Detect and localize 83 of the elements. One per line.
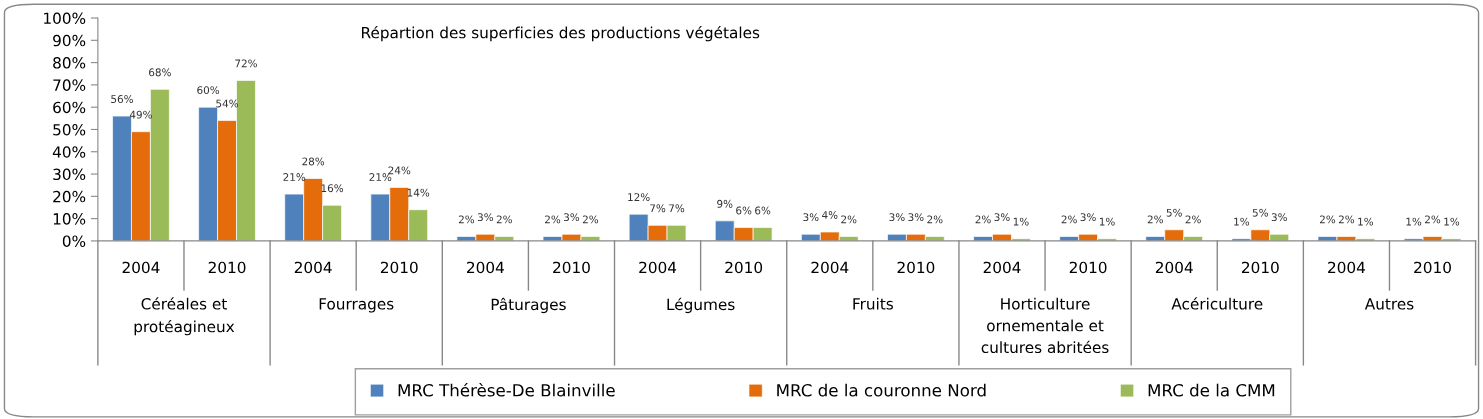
x-tick-label: 2010 <box>1242 261 1279 274</box>
data-label: 72% <box>235 59 257 68</box>
data-label: 2% <box>841 215 857 224</box>
y-tick-label: 60% <box>53 101 86 114</box>
data-label: 2% <box>1425 215 1441 224</box>
data-label: 3% <box>1271 213 1287 222</box>
y-tick-label: 10% <box>53 213 86 225</box>
y-tick-label: 90% <box>53 34 86 47</box>
data-label: 21% <box>369 173 392 181</box>
x-tick-label: 2010 <box>1069 261 1107 274</box>
data-label: 24% <box>388 166 411 175</box>
text: Répartion des superficies des productions végétales <box>362 25 760 42</box>
data-label: 1% <box>1234 217 1250 226</box>
data-label: 3% <box>994 213 1010 222</box>
data-label: 2% <box>975 215 991 224</box>
y-tick-label: 0% <box>62 235 86 247</box>
data-label: 3% <box>803 213 819 222</box>
data-label: 9% <box>717 199 733 208</box>
x-tick-label: 2004 <box>294 261 332 274</box>
legend-label: MRC Thérèse-De Blainville <box>398 383 615 397</box>
data-label: 3% <box>889 213 905 222</box>
x-tick-label: 2010 <box>208 261 246 274</box>
data-label: 2% <box>545 215 561 224</box>
text: Fruits <box>853 297 894 310</box>
x-tick-label: 2004 <box>811 261 849 274</box>
data-label: 3% <box>1080 213 1096 222</box>
data-label: 6% <box>736 206 752 215</box>
data-label: 2% <box>458 215 475 224</box>
data-label: 3% <box>564 213 580 222</box>
x-tick-label: 2010 <box>725 261 763 274</box>
data-label: 2% <box>1061 215 1077 224</box>
data-label: 60% <box>197 86 220 95</box>
data-label: 1% <box>1358 217 1374 226</box>
text: Acériculture <box>1171 297 1263 310</box>
data-label: 7% <box>650 204 666 213</box>
data-label: 56% <box>111 95 133 103</box>
data-label: 1% <box>1013 217 1029 226</box>
y-tick-label: 30% <box>53 168 86 181</box>
data-label: 28% <box>302 157 325 166</box>
data-label: 6% <box>755 206 771 215</box>
y-tick-label: 80% <box>53 57 86 69</box>
data-label: 2% <box>1147 215 1163 224</box>
text: Autres <box>1364 298 1414 310</box>
data-label: 12% <box>628 193 650 202</box>
data-label: 2% <box>927 215 943 224</box>
data-label: 2% <box>1338 215 1355 224</box>
legend-label: MRC de la CMM <box>1148 383 1275 397</box>
y-tick-label: 50% <box>53 123 86 136</box>
y-tick-label: 70% <box>53 79 86 91</box>
data-label: 21% <box>283 173 306 181</box>
y-tick-label: 20% <box>53 190 86 203</box>
legend-label: MRC de la couronne Nord <box>777 383 986 397</box>
data-label: 1% <box>1099 217 1115 226</box>
data-label: 2% <box>496 215 512 224</box>
data-label: 1% <box>1444 217 1460 226</box>
data-label: 2% <box>1319 215 1336 224</box>
data-label: 68% <box>149 68 171 77</box>
text: Fourrages <box>319 298 394 313</box>
data-label: 4% <box>822 211 838 219</box>
text: Horticulture ornementale et cultures abritées <box>981 297 1109 354</box>
data-label: 2% <box>1185 215 1201 224</box>
text: Pâturages <box>491 297 566 314</box>
x-tick-label: 2010 <box>1414 261 1451 274</box>
x-tick-label: 2004 <box>983 261 1021 274</box>
x-tick-label: 2004 <box>122 261 160 274</box>
data-label: 5% <box>1252 208 1269 217</box>
data-label: 7% <box>669 204 685 213</box>
x-tick-label: 2004 <box>1155 261 1193 274</box>
x-tick-label: 2010 <box>380 261 418 274</box>
data-label: 3% <box>908 213 924 222</box>
x-tick-label: 2004 <box>639 261 677 274</box>
data-label: 5% <box>1166 208 1182 217</box>
data-label: 1% <box>1406 217 1422 226</box>
data-label: 3% <box>477 213 494 222</box>
y-tick-label: 40% <box>52 146 86 158</box>
x-tick-label: 2010 <box>897 261 935 274</box>
data-label: 2% <box>582 215 599 224</box>
text: Légumes <box>667 297 735 314</box>
x-tick-label: 2010 <box>553 261 590 274</box>
x-tick-label: 2004 <box>467 261 504 274</box>
y-tick-label: 100% <box>44 12 86 25</box>
text: Céréales et protéagineux <box>134 297 235 336</box>
x-tick-label: 2004 <box>1328 261 1366 274</box>
